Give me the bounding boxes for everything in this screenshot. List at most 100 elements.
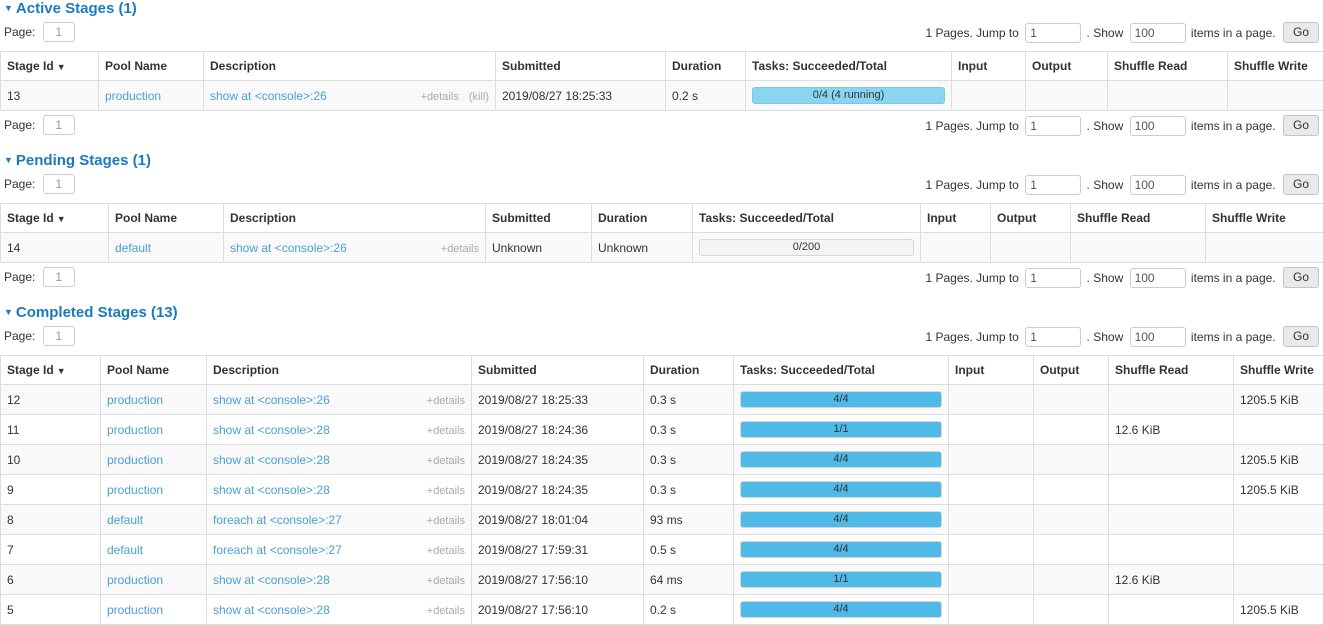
column-header-description[interactable]: Description: [204, 52, 496, 81]
pool-link[interactable]: production: [107, 483, 163, 497]
column-header-shuffle-read[interactable]: Shuffle Read: [1109, 356, 1234, 385]
cell-shuffle-write: [1206, 233, 1323, 263]
go-button-pending-bottom[interactable]: Go: [1283, 267, 1319, 288]
column-header-input[interactable]: Input: [921, 204, 991, 233]
column-header-tasks-succeeded-total[interactable]: Tasks: Succeeded/Total: [693, 204, 921, 233]
go-button-pending[interactable]: Go: [1283, 174, 1319, 195]
stage-description-link[interactable]: show at <console>:28: [213, 483, 330, 497]
go-button-active-bottom[interactable]: Go: [1283, 115, 1319, 136]
section-header-pending-stages[interactable]: ▼Pending Stages (1): [0, 152, 1323, 170]
page-input-active-bottom[interactable]: [43, 115, 75, 135]
column-header-pool-name[interactable]: Pool Name: [101, 356, 207, 385]
cell-description: show at <console>:26 +details: [207, 385, 472, 415]
page-label-pending: Page:: [4, 177, 35, 191]
details-toggle[interactable]: +details: [427, 605, 465, 617]
column-header-description[interactable]: Description: [224, 204, 486, 233]
jump-to-input-pending-bottom[interactable]: [1025, 268, 1081, 288]
details-toggle[interactable]: +details: [421, 91, 459, 103]
pool-link[interactable]: default: [107, 513, 143, 527]
details-toggle[interactable]: +details: [427, 515, 465, 527]
column-header-input[interactable]: Input: [952, 52, 1026, 81]
pagination-bar-active: Page: 1 Pages. Jump to . Show items in a…: [0, 18, 1323, 51]
pool-link[interactable]: default: [115, 241, 151, 255]
details-toggle[interactable]: +details: [427, 485, 465, 497]
column-header-stage-id[interactable]: Stage Id▼: [1, 204, 109, 233]
cell-submitted: 2019/08/27 17:56:10: [472, 595, 644, 625]
pool-link[interactable]: production: [107, 603, 163, 617]
pool-link[interactable]: production: [107, 573, 163, 587]
page-label-completed: Page:: [4, 329, 35, 343]
column-header-submitted[interactable]: Submitted: [472, 356, 644, 385]
column-header-output[interactable]: Output: [1034, 356, 1109, 385]
details-toggle[interactable]: +details: [427, 575, 465, 587]
cell-stage-id: 13: [1, 81, 99, 111]
show-items-input-active[interactable]: [1130, 23, 1186, 43]
column-header-duration[interactable]: Duration: [666, 52, 746, 81]
pool-link[interactable]: production: [105, 89, 161, 103]
kill-stage-link[interactable]: (kill): [469, 91, 489, 103]
stage-description-link[interactable]: show at <console>:26: [213, 393, 330, 407]
column-header-shuffle-write[interactable]: Shuffle Write: [1228, 52, 1323, 81]
column-header-shuffle-write[interactable]: Shuffle Write: [1234, 356, 1323, 385]
page-input-completed[interactable]: [43, 326, 75, 346]
cell-shuffle-write: 1205.5 KiB: [1234, 595, 1323, 625]
stage-description-link[interactable]: show at <console>:28: [213, 573, 330, 587]
stage-description-link[interactable]: foreach at <console>:27: [213, 513, 342, 527]
pool-link[interactable]: production: [107, 453, 163, 467]
cell-shuffle-read: 12.6 KiB: [1109, 415, 1234, 445]
pool-link[interactable]: production: [107, 423, 163, 437]
cell-duration: 64 ms: [644, 565, 734, 595]
stage-description-link[interactable]: show at <console>:28: [213, 423, 330, 437]
pagination-bar-pending: Page: 1 Pages. Jump to . Show items in a…: [0, 170, 1323, 203]
column-header-pool-name[interactable]: Pool Name: [99, 52, 204, 81]
show-items-input-completed[interactable]: [1130, 327, 1186, 347]
column-header-shuffle-write[interactable]: Shuffle Write: [1206, 204, 1323, 233]
show-items-input-pending-bottom[interactable]: [1130, 268, 1186, 288]
details-toggle[interactable]: +details: [427, 425, 465, 437]
pages-jump-text-active-bottom: 1 Pages. Jump to: [925, 119, 1018, 133]
details-toggle[interactable]: +details: [441, 243, 479, 255]
task-progress-bar: 4/4: [740, 451, 942, 468]
section-header-completed-stages[interactable]: ▼Completed Stages (13): [0, 304, 1323, 322]
column-header-tasks-succeeded-total[interactable]: Tasks: Succeeded/Total: [746, 52, 952, 81]
column-header-input[interactable]: Input: [949, 356, 1034, 385]
stage-description-link[interactable]: show at <console>:26: [210, 89, 327, 103]
page-input-active[interactable]: [43, 22, 75, 42]
pool-link[interactable]: production: [107, 393, 163, 407]
details-toggle[interactable]: +details: [427, 395, 465, 407]
column-header-tasks-succeeded-total[interactable]: Tasks: Succeeded/Total: [734, 356, 949, 385]
details-toggle[interactable]: +details: [427, 455, 465, 467]
show-items-input-active-bottom[interactable]: [1130, 116, 1186, 136]
section-header-active-stages[interactable]: ▼Active Stages (1): [0, 0, 1323, 18]
cell-submitted: Unknown: [486, 233, 592, 263]
column-header-duration[interactable]: Duration: [644, 356, 734, 385]
cell-shuffle-write: 1205.5 KiB: [1234, 475, 1323, 505]
page-input-pending[interactable]: [43, 174, 75, 194]
cell-input: [949, 385, 1034, 415]
show-items-input-pending[interactable]: [1130, 175, 1186, 195]
stage-description-link[interactable]: show at <console>:26: [230, 241, 347, 255]
column-header-submitted[interactable]: Submitted: [486, 204, 592, 233]
jump-to-input-active[interactable]: [1025, 23, 1081, 43]
details-toggle[interactable]: +details: [427, 545, 465, 557]
jump-to-input-completed[interactable]: [1025, 327, 1081, 347]
column-header-submitted[interactable]: Submitted: [496, 52, 666, 81]
column-header-stage-id[interactable]: Stage Id▼: [1, 356, 101, 385]
progress-label: 4/4: [741, 482, 941, 497]
column-header-shuffle-read[interactable]: Shuffle Read: [1071, 204, 1206, 233]
column-header-shuffle-read[interactable]: Shuffle Read: [1108, 52, 1228, 81]
stage-description-link[interactable]: show at <console>:28: [213, 453, 330, 467]
go-button-active[interactable]: Go: [1283, 22, 1319, 43]
column-header-pool-name[interactable]: Pool Name: [109, 204, 224, 233]
page-input-pending-bottom[interactable]: [43, 267, 75, 287]
jump-to-input-active-bottom[interactable]: [1025, 116, 1081, 136]
column-header-description[interactable]: Description: [207, 356, 472, 385]
column-header-output[interactable]: Output: [991, 204, 1071, 233]
stage-description-link[interactable]: show at <console>:28: [213, 603, 330, 617]
go-button-completed[interactable]: Go: [1283, 326, 1319, 347]
column-header-stage-id[interactable]: Stage Id▼: [1, 52, 99, 81]
jump-to-input-pending[interactable]: [1025, 175, 1081, 195]
column-header-duration[interactable]: Duration: [592, 204, 693, 233]
task-progress-bar: 4/4: [740, 481, 942, 498]
column-header-output[interactable]: Output: [1026, 52, 1108, 81]
